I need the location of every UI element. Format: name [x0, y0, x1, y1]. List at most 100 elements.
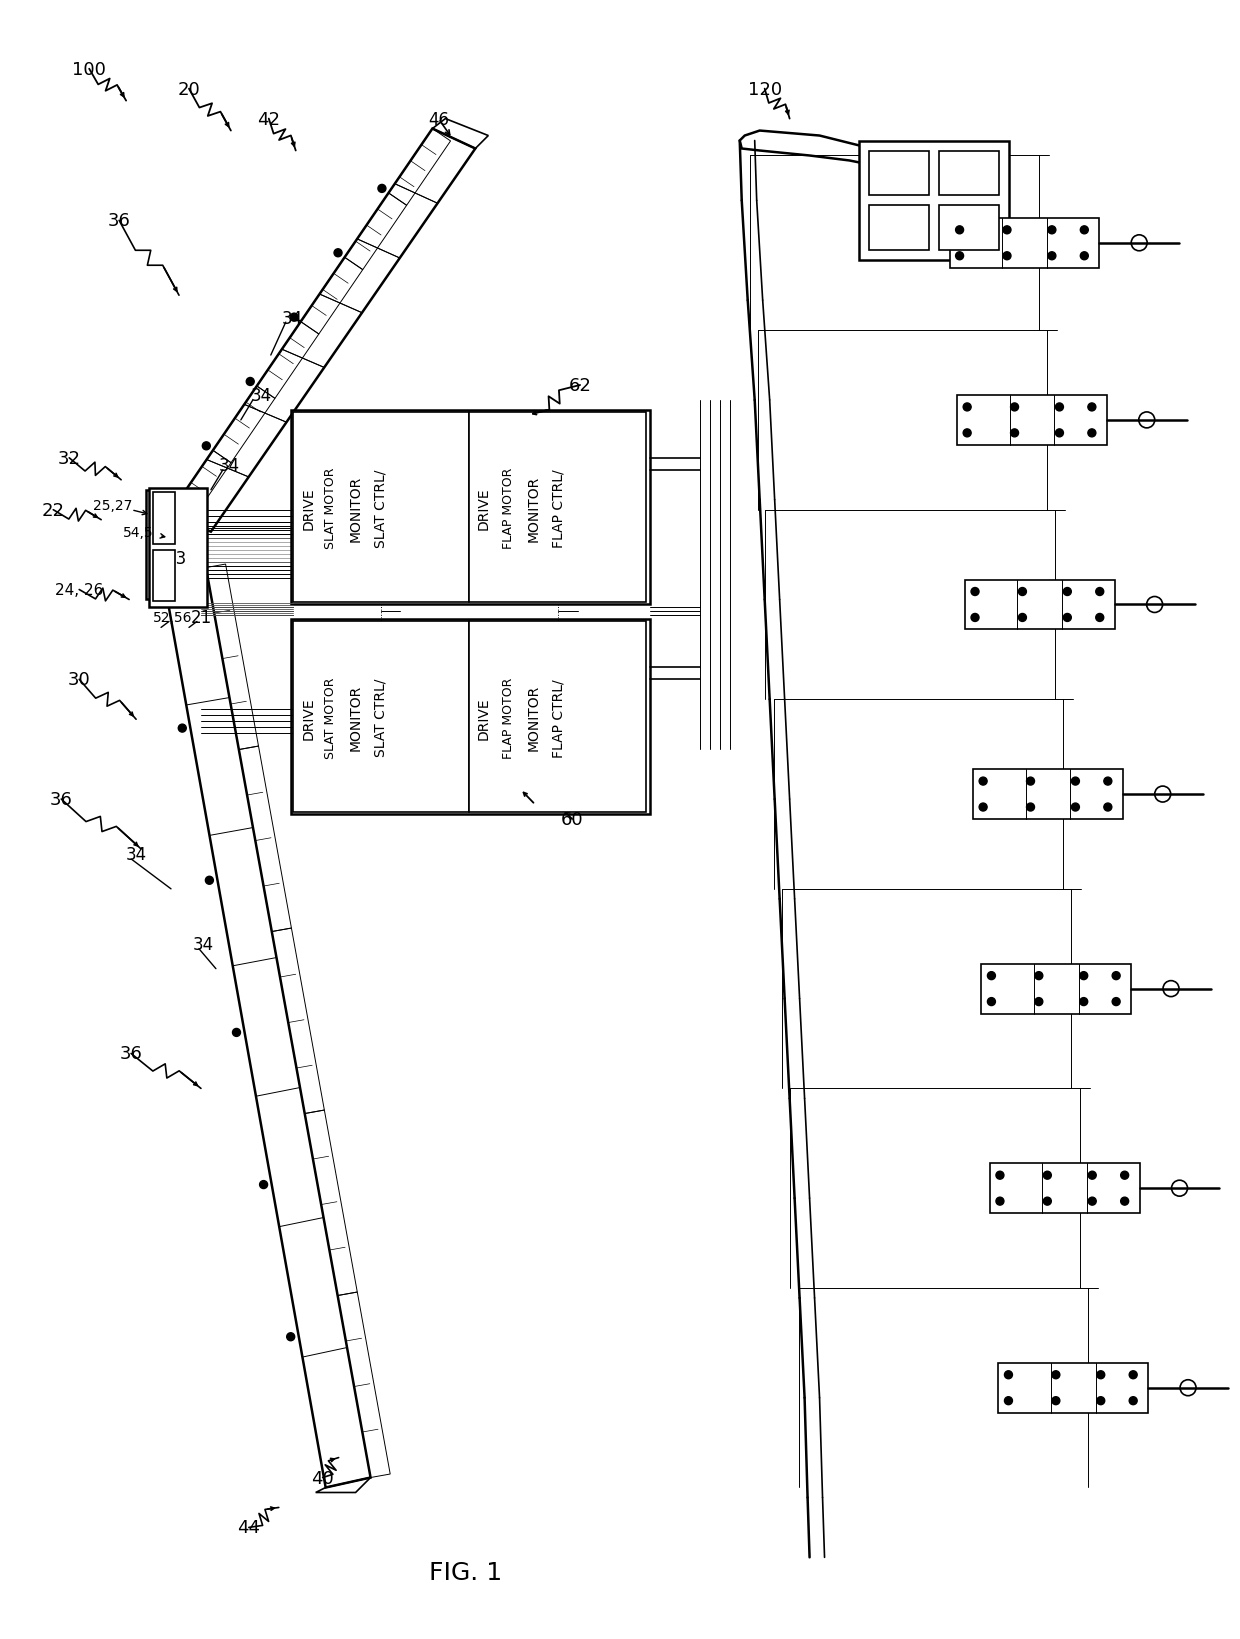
Circle shape	[1035, 972, 1043, 980]
Text: 60: 60	[560, 811, 584, 828]
Circle shape	[1096, 615, 1104, 623]
Text: 21: 21	[190, 610, 212, 628]
Bar	[939, 151, 999, 197]
Circle shape	[1064, 615, 1071, 623]
Bar	[990, 1164, 1140, 1213]
Circle shape	[1043, 1198, 1052, 1205]
Circle shape	[334, 249, 342, 257]
Text: 120: 120	[748, 80, 781, 98]
Circle shape	[247, 379, 254, 387]
Circle shape	[1130, 1396, 1137, 1405]
Text: 30: 30	[68, 670, 91, 688]
Text: 34: 34	[218, 457, 239, 475]
Bar	[998, 1364, 1148, 1413]
Circle shape	[1121, 1198, 1128, 1205]
Circle shape	[1080, 226, 1089, 234]
Circle shape	[987, 972, 996, 980]
Text: DRIVE: DRIVE	[301, 487, 316, 529]
Bar	[950, 218, 1100, 269]
Text: 23: 23	[165, 549, 187, 567]
Bar	[149, 488, 207, 608]
Circle shape	[956, 226, 963, 234]
Circle shape	[1055, 403, 1064, 411]
Circle shape	[1011, 429, 1018, 438]
Circle shape	[1130, 1370, 1137, 1378]
Circle shape	[1048, 252, 1056, 261]
Text: 22: 22	[42, 502, 64, 520]
Circle shape	[1064, 588, 1071, 597]
Text: DRIVE: DRIVE	[476, 697, 490, 739]
Bar	[859, 141, 1009, 261]
Text: SLAT CTRL/: SLAT CTRL/	[373, 679, 388, 757]
Circle shape	[1011, 403, 1018, 411]
Circle shape	[179, 724, 186, 733]
Text: 36: 36	[108, 211, 130, 229]
Text: 42: 42	[257, 110, 280, 128]
Text: DRIVE: DRIVE	[476, 487, 490, 529]
Circle shape	[206, 877, 213, 885]
Circle shape	[259, 1180, 268, 1188]
Text: FLAP MOTOR: FLAP MOTOR	[502, 677, 515, 759]
Circle shape	[286, 1333, 295, 1341]
Text: SLAT CTRL/: SLAT CTRL/	[373, 469, 388, 547]
Circle shape	[1080, 972, 1087, 980]
Bar	[290, 620, 650, 815]
Circle shape	[1087, 429, 1096, 438]
Bar	[151, 546, 171, 585]
Bar	[293, 413, 469, 603]
Text: FLAP CTRL/: FLAP CTRL/	[551, 469, 565, 547]
Circle shape	[1027, 803, 1034, 811]
Circle shape	[1087, 403, 1096, 411]
Circle shape	[956, 252, 963, 261]
Text: SLAT MOTOR: SLAT MOTOR	[324, 467, 337, 549]
Bar	[153, 492, 175, 544]
Bar	[469, 413, 646, 603]
Circle shape	[1080, 252, 1089, 261]
Text: 46: 46	[428, 110, 449, 128]
Circle shape	[1004, 1396, 1012, 1405]
Circle shape	[971, 588, 980, 597]
Text: 20: 20	[177, 80, 201, 98]
Text: MONITOR: MONITOR	[348, 475, 362, 541]
Text: DRIVE: DRIVE	[301, 697, 316, 739]
Circle shape	[1112, 998, 1120, 1006]
Text: 34: 34	[192, 936, 213, 954]
Circle shape	[1089, 1198, 1096, 1205]
Text: MONITOR: MONITOR	[526, 685, 541, 751]
Bar	[869, 151, 929, 197]
Text: 34: 34	[125, 846, 146, 864]
Circle shape	[971, 615, 980, 623]
Circle shape	[1052, 1370, 1060, 1378]
Circle shape	[1080, 998, 1087, 1006]
Circle shape	[378, 185, 386, 193]
Bar	[981, 964, 1131, 1015]
Circle shape	[1071, 803, 1079, 811]
Text: MONITOR: MONITOR	[348, 685, 362, 751]
Bar	[153, 551, 175, 602]
Circle shape	[963, 403, 971, 411]
Circle shape	[1027, 777, 1034, 785]
Circle shape	[996, 1172, 1004, 1180]
Bar	[293, 623, 469, 813]
Text: 32: 32	[58, 449, 81, 467]
Circle shape	[1104, 803, 1112, 811]
Text: FLAP CTRL/: FLAP CTRL/	[551, 679, 565, 757]
Text: 36: 36	[120, 1044, 143, 1062]
Bar	[151, 500, 171, 541]
Text: 100: 100	[72, 61, 107, 79]
Bar	[939, 207, 999, 251]
Text: MONITOR: MONITOR	[526, 475, 541, 541]
Circle shape	[232, 1029, 241, 1037]
Circle shape	[1003, 252, 1011, 261]
Circle shape	[1003, 226, 1011, 234]
Bar	[290, 411, 650, 605]
Text: 34: 34	[283, 310, 304, 328]
Text: 24, 26: 24, 26	[55, 582, 103, 598]
Circle shape	[1071, 777, 1079, 785]
Circle shape	[202, 443, 211, 451]
Text: 25,27: 25,27	[93, 498, 133, 513]
Text: 62: 62	[569, 377, 591, 395]
Circle shape	[1048, 226, 1056, 234]
Bar	[973, 770, 1122, 820]
Text: SLAT MOTOR: SLAT MOTOR	[324, 677, 337, 759]
